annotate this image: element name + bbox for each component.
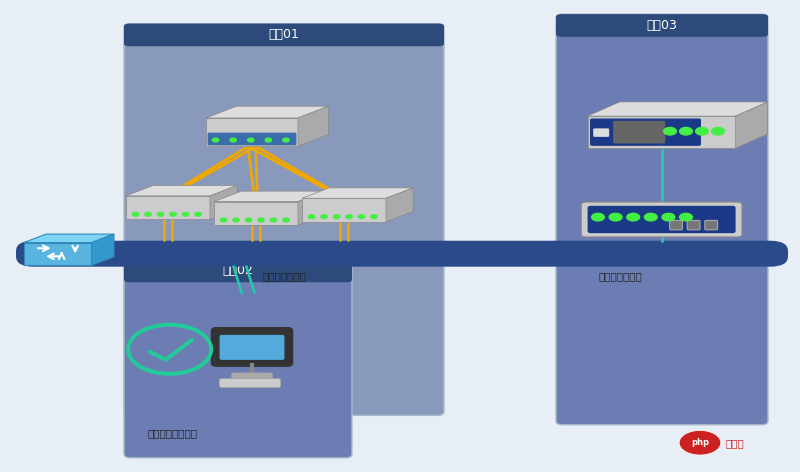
Circle shape — [170, 212, 176, 216]
Polygon shape — [206, 118, 298, 146]
Circle shape — [270, 218, 277, 222]
Polygon shape — [302, 188, 413, 198]
Circle shape — [696, 127, 709, 135]
Circle shape — [371, 215, 378, 219]
Circle shape — [358, 215, 365, 219]
FancyBboxPatch shape — [556, 14, 768, 425]
Polygon shape — [386, 188, 413, 222]
FancyBboxPatch shape — [581, 202, 742, 237]
Polygon shape — [587, 102, 768, 116]
Circle shape — [309, 215, 315, 219]
Polygon shape — [298, 191, 325, 225]
FancyBboxPatch shape — [687, 220, 700, 230]
Circle shape — [283, 218, 290, 222]
Circle shape — [195, 212, 202, 216]
Circle shape — [246, 218, 252, 222]
FancyBboxPatch shape — [590, 118, 701, 146]
Circle shape — [627, 213, 639, 221]
FancyBboxPatch shape — [219, 379, 281, 388]
Polygon shape — [23, 243, 91, 265]
Circle shape — [248, 138, 254, 142]
Circle shape — [230, 138, 237, 142]
Circle shape — [592, 213, 605, 221]
Circle shape — [680, 213, 692, 221]
FancyBboxPatch shape — [670, 220, 682, 230]
Circle shape — [258, 218, 264, 222]
Text: 机柜03: 机柜03 — [646, 19, 678, 32]
Polygon shape — [302, 198, 386, 222]
FancyBboxPatch shape — [593, 128, 610, 137]
Circle shape — [283, 138, 290, 142]
FancyBboxPatch shape — [208, 133, 296, 145]
Polygon shape — [298, 106, 328, 146]
Circle shape — [221, 218, 227, 222]
Polygon shape — [91, 234, 114, 265]
Text: 机柜02: 机柜02 — [222, 264, 254, 278]
Polygon shape — [214, 191, 325, 202]
Polygon shape — [210, 185, 237, 219]
FancyBboxPatch shape — [16, 241, 788, 267]
Text: php: php — [691, 438, 709, 447]
Circle shape — [213, 138, 219, 142]
Circle shape — [334, 215, 340, 219]
Circle shape — [233, 218, 239, 222]
FancyBboxPatch shape — [705, 220, 718, 230]
FancyBboxPatch shape — [124, 260, 352, 282]
Polygon shape — [126, 185, 237, 196]
Circle shape — [321, 215, 327, 219]
Text: 中文网: 中文网 — [726, 438, 744, 448]
Polygon shape — [214, 202, 298, 225]
FancyBboxPatch shape — [124, 24, 444, 415]
FancyBboxPatch shape — [231, 373, 273, 379]
Circle shape — [346, 215, 352, 219]
FancyBboxPatch shape — [211, 328, 293, 366]
Text: 数据监控分析系统: 数据监控分析系统 — [148, 428, 198, 438]
FancyBboxPatch shape — [587, 206, 736, 233]
Circle shape — [182, 212, 189, 216]
Polygon shape — [23, 234, 114, 243]
Circle shape — [610, 213, 622, 221]
Circle shape — [679, 430, 721, 455]
Circle shape — [662, 213, 674, 221]
Circle shape — [663, 127, 676, 135]
Circle shape — [680, 127, 692, 135]
FancyBboxPatch shape — [613, 121, 665, 143]
Polygon shape — [206, 106, 328, 118]
Text: 机柜01: 机柜01 — [269, 28, 299, 42]
Text: 内部网络交换机: 内部网络交换机 — [262, 271, 306, 281]
Circle shape — [645, 213, 657, 221]
Circle shape — [133, 212, 139, 216]
Polygon shape — [126, 196, 210, 219]
Text: 内部网络交换机: 内部网络交换机 — [598, 271, 642, 281]
Circle shape — [712, 127, 725, 135]
Circle shape — [145, 212, 151, 216]
FancyBboxPatch shape — [219, 335, 285, 360]
Polygon shape — [587, 116, 736, 148]
Circle shape — [158, 212, 164, 216]
Polygon shape — [736, 102, 768, 148]
FancyBboxPatch shape — [124, 260, 352, 458]
Circle shape — [266, 138, 272, 142]
FancyBboxPatch shape — [124, 24, 444, 46]
FancyBboxPatch shape — [556, 14, 768, 37]
